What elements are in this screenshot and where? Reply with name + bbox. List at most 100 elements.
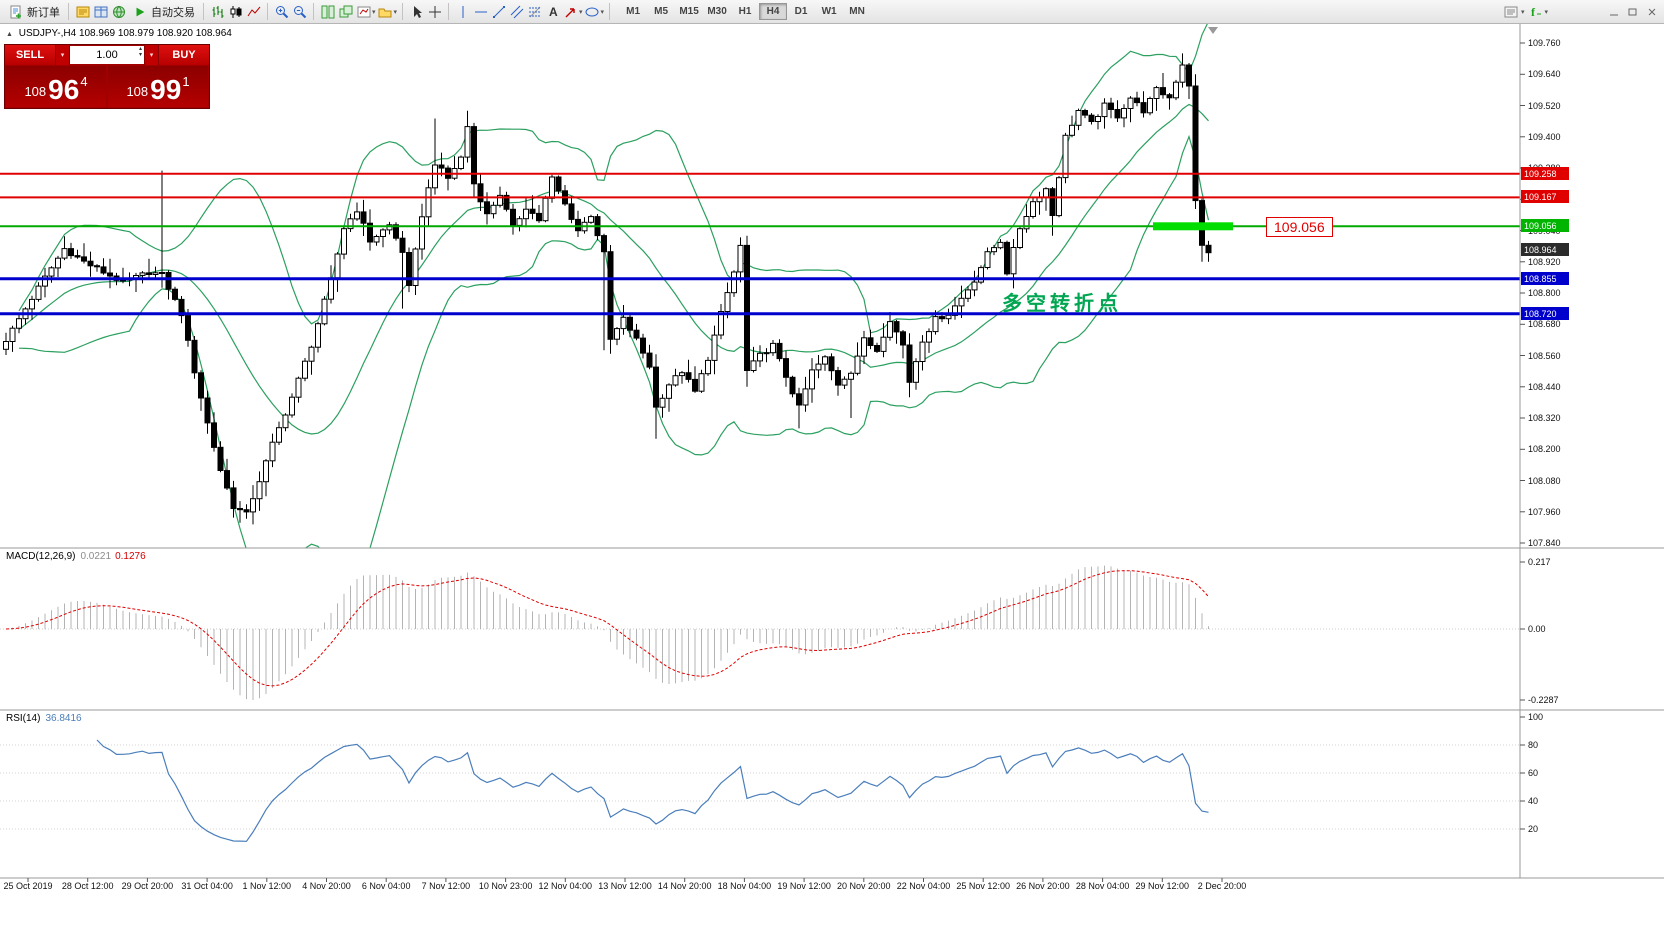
vertical-line-icon[interactable] [454,3,471,20]
new-chart-caret-icon[interactable]: ▾ [372,8,376,16]
toolbar-separator [402,3,404,20]
arrows-caret-icon[interactable]: ▾ [579,8,583,16]
autotrade-button[interactable]: 自动交易 [128,2,198,22]
price-tag: 108.855 [1521,271,1569,285]
timeframe-w1[interactable]: W1 [821,6,837,17]
ohlc-values: 108.969 108.979 108.920 108.964 [78,28,232,39]
sell-price-button[interactable]: 108 96 4 [6,66,106,107]
data-window-icon[interactable] [92,3,109,20]
zoom-out-icon[interactable] [291,3,308,20]
volume-value: 1.00 [96,49,118,61]
time-axis-label: 20 Nov 20:00 [837,881,891,891]
sell-price-big: 96 [48,74,80,105]
toolbar-separator [203,3,204,20]
timeframe-mn[interactable]: MN [849,6,865,17]
profiles-icon[interactable] [377,3,394,20]
annotation-text[interactable]: 多空转折点 [1002,293,1122,315]
navigator-icon[interactable] [110,3,127,20]
svg-text:f: f [1531,5,1536,19]
rsi-scale-label: 20 [1528,824,1539,834]
rsi-scale-label: 100 [1528,712,1544,722]
cascade-windows-icon[interactable] [337,3,354,20]
buy-options-caret-icon[interactable]: ▾ [144,45,159,65]
bar-chart-icon[interactable] [209,3,226,20]
price-scale-label: 108.680 [1528,319,1561,330]
timeframe-m15[interactable]: M15 [679,6,699,17]
time-axis-label: 12 Nov 04:00 [538,881,593,891]
time-axis-label: 18 Nov 04:00 [717,881,772,891]
chart-list-caret-icon[interactable]: ▾ [1520,8,1525,16]
buy-price-prefix: 108 [126,84,149,99]
time-axis-label: 13 Nov 12:00 [598,881,652,891]
text-tool-icon[interactable]: A [544,3,561,20]
price-scale-label: 108.560 [1528,350,1561,361]
new-order-button[interactable]: 新订单 [4,2,63,22]
zoom-in-icon[interactable] [273,3,290,20]
time-axis-label: 26 Nov 20:00 [1016,881,1070,891]
time-axis-label: 25 Oct 2019 [3,881,53,891]
buy-price-button[interactable]: 108 99 1 [108,66,208,107]
channel-icon[interactable] [508,3,525,20]
buy-button[interactable]: BUY [159,45,209,65]
chart-ohlc-info: ▲ USDJPY-,H4 108.969 108.979 108.920 108… [6,28,232,39]
toolbar-separator [267,3,268,20]
autotrade-play-icon [131,3,148,20]
time-axis-label: 4 Nov 20:00 [302,881,351,891]
timeframe-h4[interactable]: H4 [759,3,788,20]
volume-input[interactable]: 1.00 ▴ ▾ [70,46,144,64]
toolbar: 新订单 自动交易 ▾ ▾ A ▾ ▾ M1 M5 M15 M3 [0,0,1664,24]
price-scale-label: 109.520 [1528,100,1561,111]
macd-scale-label: -0.2287 [1528,695,1559,705]
fibonacci-icon[interactable] [526,3,543,20]
buy-price-big: 99 [150,74,182,105]
shapes-caret-icon[interactable]: ▾ [600,8,605,16]
shapes-tool-icon[interactable] [584,3,601,20]
time-axis-label: 29 Oct 20:00 [121,881,174,891]
price-tag: 109.056 [1521,219,1569,233]
sell-options-caret-icon[interactable]: ▾ [55,45,70,65]
timeframe-h1[interactable]: H1 [738,6,752,17]
timeframe-m1[interactable]: M1 [626,6,641,17]
price-scale-label: 108.080 [1528,475,1561,486]
volume-spinner-icon[interactable]: ▴ ▾ [138,46,142,58]
chart-canvas[interactable] [0,24,1664,898]
autotrade-label: 自动交易 [151,6,195,19]
horizontal-line-icon[interactable] [472,3,489,20]
crosshair-icon[interactable] [426,3,443,20]
time-axis-label: 28 Nov 04:00 [1075,881,1130,891]
close-chart-icon[interactable] [1643,3,1660,20]
arrows-tool-icon[interactable] [562,3,579,20]
macd-name: MACD(12,26,9) [6,551,76,562]
indicators-menu-icon[interactable]: f [1526,3,1543,20]
cursor-icon[interactable] [408,3,425,20]
indicators-caret-icon[interactable]: ▾ [1544,8,1548,16]
profiles-caret-icon[interactable]: ▾ [393,8,398,16]
price-callout-label[interactable]: 109.056 [1266,217,1333,237]
market-watch-icon[interactable] [74,3,91,20]
trade-panel-toggle-icon[interactable]: ▲ [6,31,13,38]
chart-list-icon[interactable] [1503,3,1520,20]
price-scale-label: 109.400 [1528,131,1561,142]
timeframe-m30[interactable]: M30 [707,6,727,17]
time-axis-label: 31 Oct 04:00 [181,881,233,891]
price-scale-label: 109.760 [1528,38,1561,48]
toolbar-separator [68,3,69,20]
line-chart-icon[interactable] [245,3,262,20]
rsi-scale-label: 60 [1528,768,1539,778]
price-tag: 108.720 [1521,306,1569,320]
minimize-chart-icon[interactable] [1605,3,1622,20]
time-axis-label: 6 Nov 04:00 [361,881,411,891]
timeframe-d1[interactable]: D1 [794,6,808,17]
sell-button[interactable]: SELL [5,45,55,65]
trendline-icon[interactable] [490,3,507,20]
timeframe-m5[interactable]: M5 [654,6,669,17]
restore-chart-icon[interactable] [1624,3,1641,20]
price-scale-label: 107.840 [1528,538,1561,548]
macd-indicator-label: MACD(12,26,9) 0.0221 0.1276 [6,551,146,562]
new-chart-icon[interactable] [355,3,372,20]
buy-price-sup: 1 [182,74,190,89]
tile-windows-icon[interactable] [319,3,336,20]
candlestick-chart-icon[interactable] [227,3,244,20]
toolbar-separator [313,3,314,20]
